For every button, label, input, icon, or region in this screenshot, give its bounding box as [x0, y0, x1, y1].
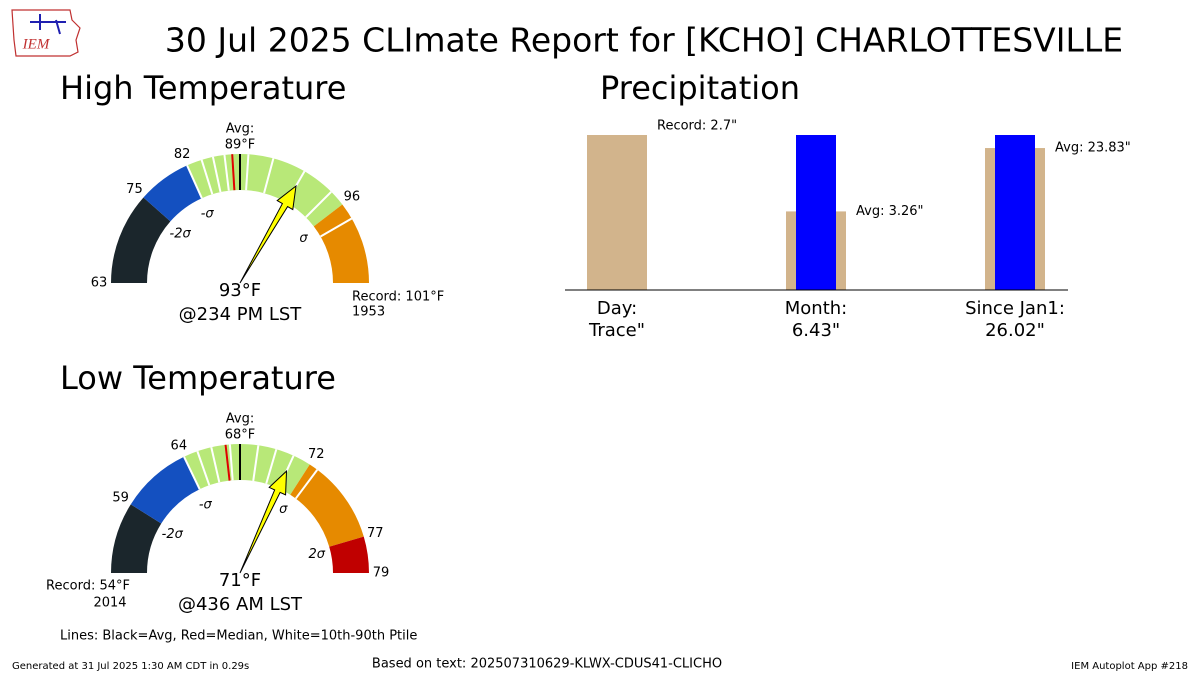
percentile-line: [200, 159, 214, 195]
observed-arrow: [239, 469, 288, 574]
percentile-line: [183, 456, 201, 490]
sigma-label: -2σ: [170, 226, 192, 241]
observed-bar: [995, 135, 1035, 290]
reference-label: Avg: 3.26": [856, 204, 924, 219]
reference-label: Avg: 23.83": [1055, 141, 1131, 156]
gauge-tick-label: 64: [171, 438, 188, 453]
avg-label: 68°F: [225, 428, 256, 443]
sigma-label: -2σ: [162, 527, 184, 542]
observed-bar: [796, 135, 836, 290]
gauge-band: [111, 197, 171, 283]
reference-bar: [587, 135, 647, 290]
x-tick-label: Month:: [785, 298, 847, 319]
observed-label: 6.43": [792, 320, 840, 341]
avg-title: Avg:: [226, 412, 254, 427]
gauge-tick-label: 96: [344, 190, 361, 205]
observed-time: @234 PM LST: [179, 304, 303, 325]
percentile-line: [305, 191, 332, 218]
x-tick-label: Day:: [597, 298, 637, 319]
sigma-label: -σ: [199, 497, 213, 512]
generated: Generated at 31 Jul 2025 1:30 AM CDT in …: [12, 661, 249, 672]
observed-arrow: [239, 184, 297, 284]
gauge-tick-label: 79: [373, 566, 390, 581]
percentile-line: [211, 156, 222, 193]
avg-label: 89°F: [225, 138, 256, 153]
x-tick-label: Since Jan1:: [965, 298, 1065, 319]
observed-label: 26.02": [985, 320, 1045, 341]
percentile-line: [228, 444, 234, 481]
bar-title: Precipitation: [600, 69, 800, 107]
gauge-tick-label: 75: [126, 182, 143, 197]
sigma-label: -σ: [201, 207, 215, 222]
record-label: Record: 54°F: [46, 579, 130, 594]
percentile-line: [294, 469, 319, 500]
gauge-band: [329, 536, 369, 573]
percentile-line: [210, 447, 221, 483]
median-line: [231, 154, 236, 191]
gauge-band: [313, 204, 369, 283]
logo-text: IEM: [22, 36, 51, 52]
app: IEM Autoplot App #218: [1071, 661, 1188, 672]
title: 30 Jul 2025 CLImate Report for [KCHO] CH…: [165, 21, 1123, 60]
observed-time: @436 AM LST: [178, 594, 303, 615]
reference-label: Record: 2.7": [657, 119, 737, 134]
record-label: Record: 101°F: [352, 290, 444, 305]
gauge-title: High Temperature: [60, 69, 346, 107]
record-year: 2014: [93, 596, 126, 611]
observed-label: 71°F: [219, 570, 261, 591]
gauge-tick-label: 77: [367, 526, 384, 541]
sigma-label: σ: [279, 502, 288, 517]
gauge-band: [111, 504, 162, 573]
gauge-tick-label: 59: [112, 490, 129, 505]
sigma-label: σ: [299, 231, 308, 246]
percentile-line: [252, 445, 260, 482]
median-line: [224, 444, 231, 481]
gauge-tick-label: 72: [308, 447, 325, 462]
logo: IEM: [11, 9, 81, 57]
gauge-tick-label: 63: [91, 276, 108, 291]
percentile-line: [186, 164, 203, 199]
observed-label: Trace": [588, 320, 645, 341]
gauge-title: Low Temperature: [60, 359, 336, 397]
observed-label: 93°F: [219, 280, 261, 301]
avg-title: Avg:: [226, 122, 254, 137]
gauge-band: [290, 464, 364, 547]
gauge-band: [130, 456, 200, 524]
percentile-line: [263, 158, 275, 194]
logo-icon: [30, 14, 66, 35]
percentile-line: [223, 154, 230, 191]
percentile-line: [265, 448, 278, 485]
percentile-line: [196, 450, 211, 486]
record-year: 1953: [352, 305, 385, 320]
source: Based on text: 202507310629-KLWX-CDUS41-…: [372, 657, 722, 672]
footnote: Lines: Black=Avg, Red=Median, White=10th…: [60, 629, 417, 644]
sigma-label: 2σ: [309, 547, 326, 562]
percentile-line: [320, 217, 353, 238]
gauge-band: [143, 165, 202, 222]
percentile-line: [245, 154, 250, 191]
gauge-tick-label: 82: [174, 147, 191, 162]
